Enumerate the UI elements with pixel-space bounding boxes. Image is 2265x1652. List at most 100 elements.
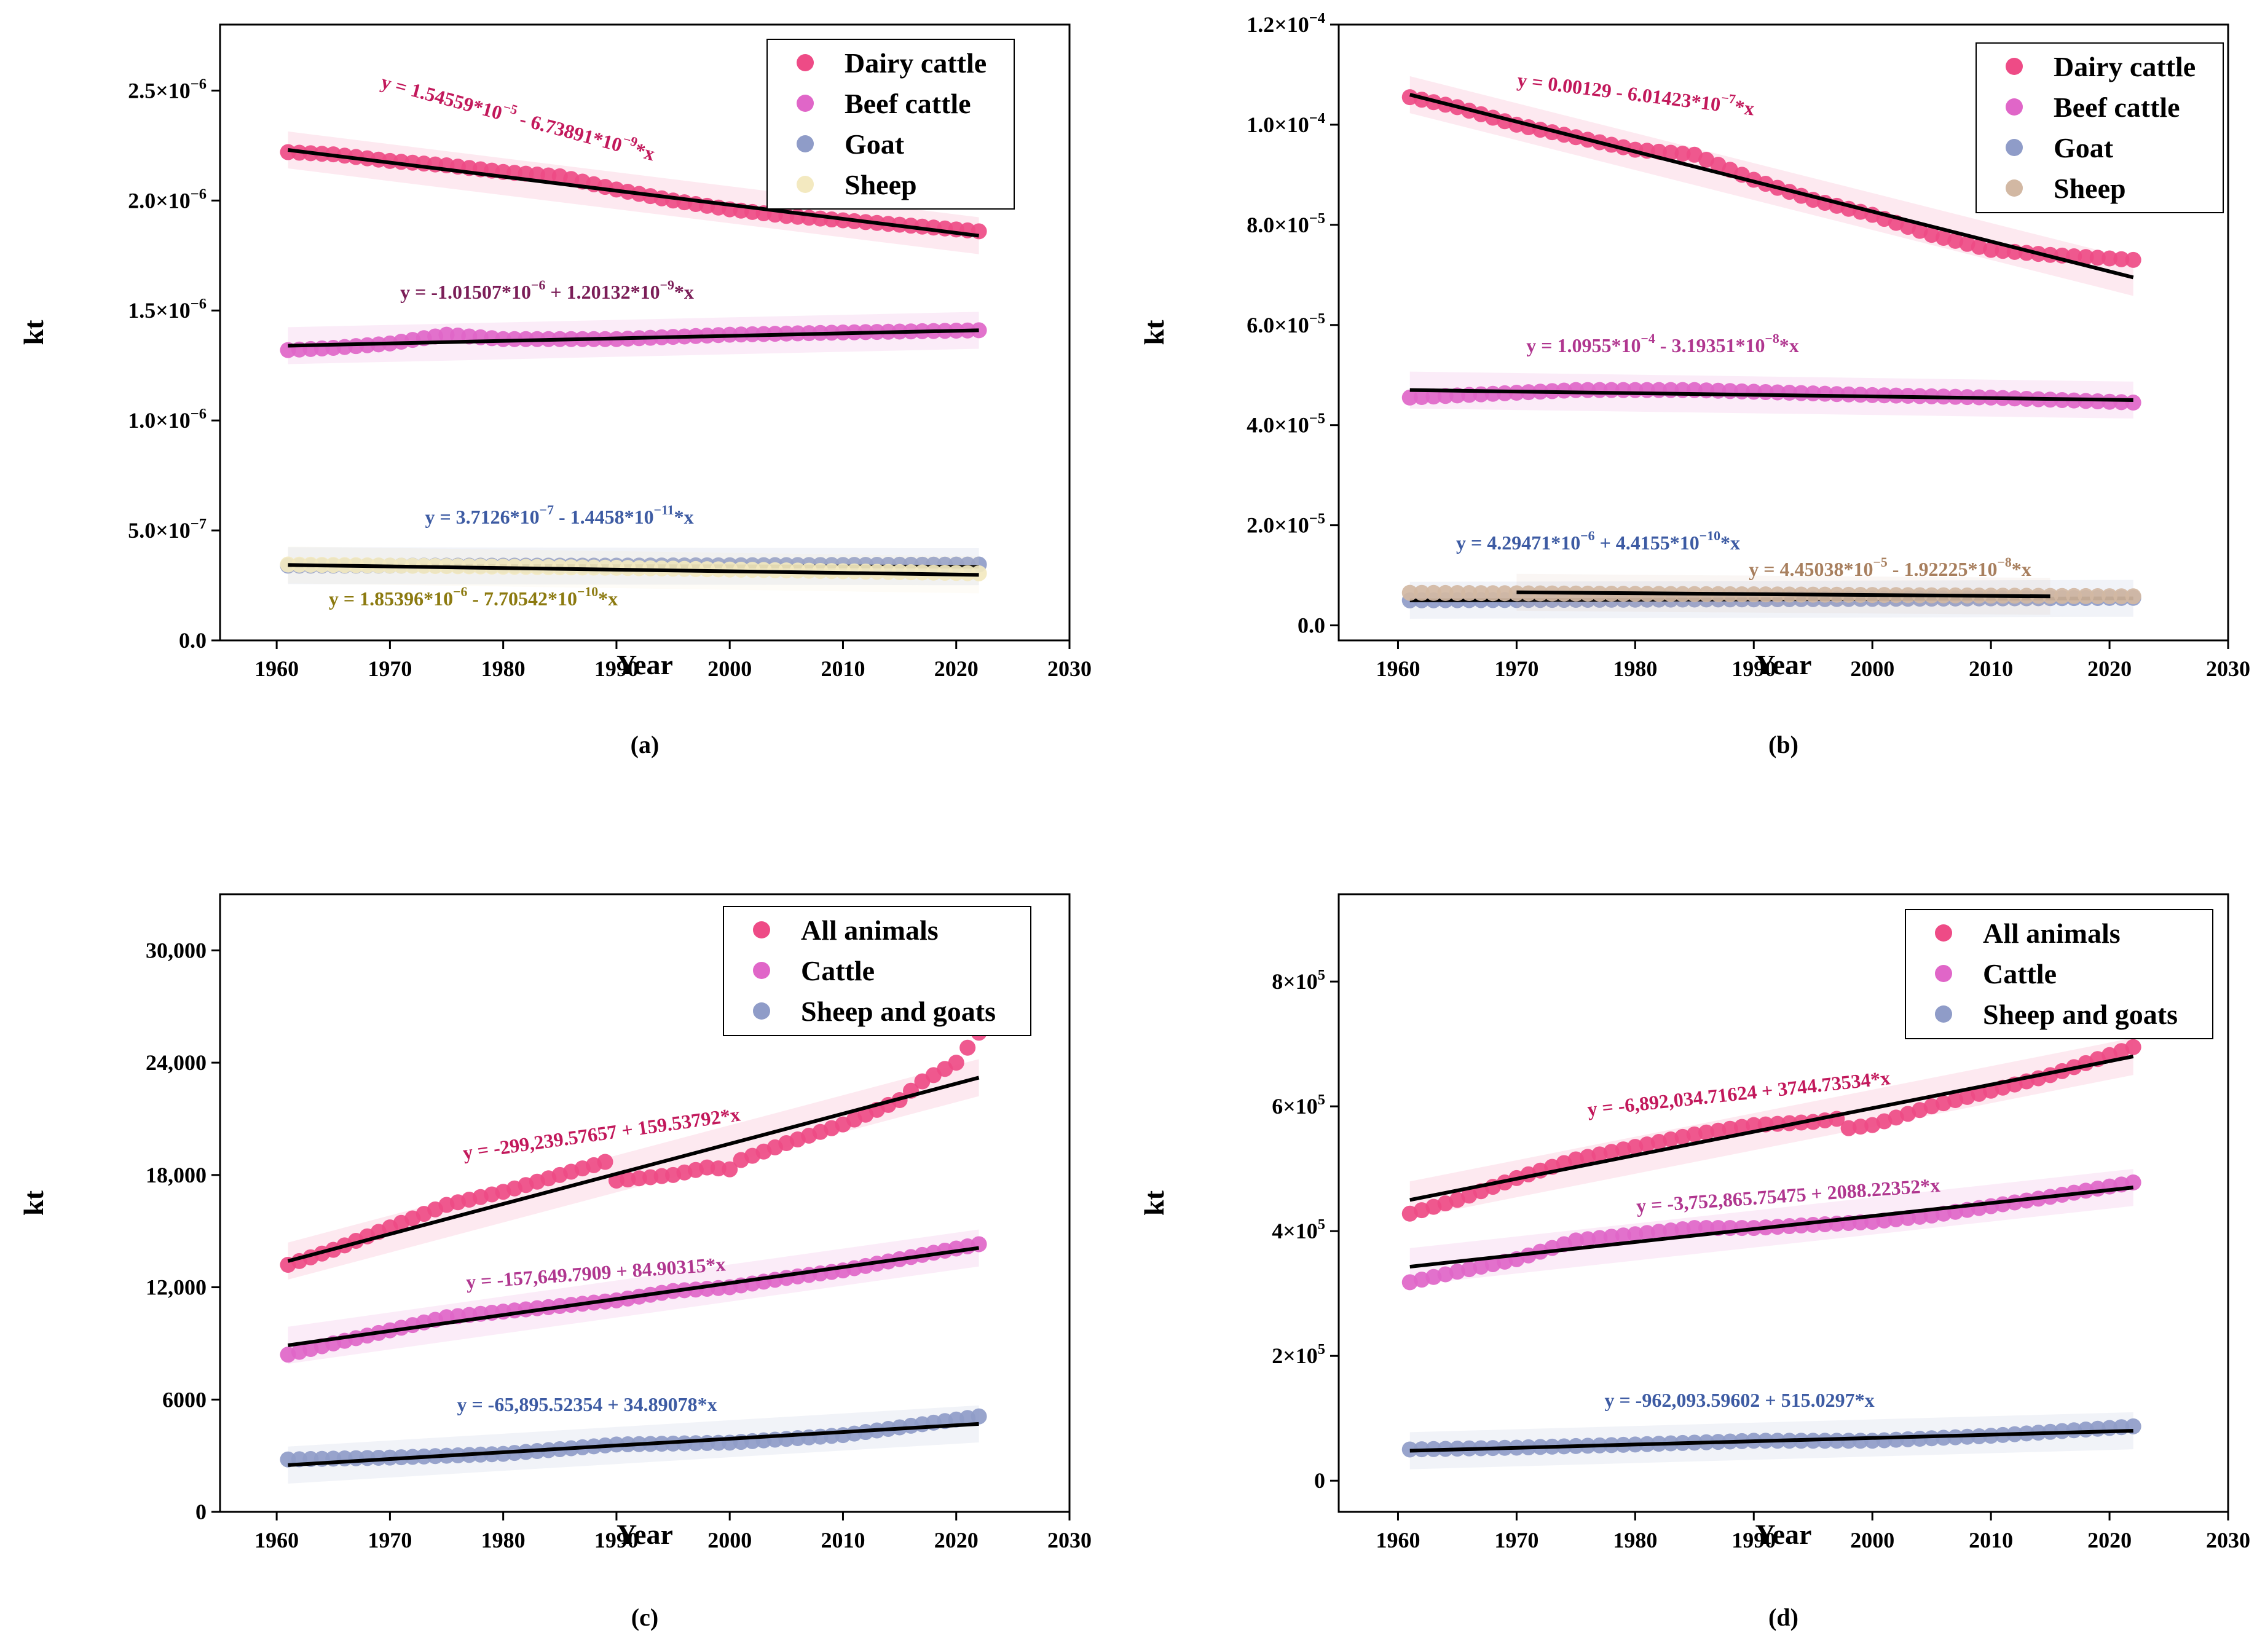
data-point (1473, 1259, 1489, 1275)
plot-area (280, 1025, 987, 1484)
legend: All animals Cattle Sheep and goats (723, 906, 1031, 1036)
text-run: 0.0 (1298, 613, 1325, 638)
fit-line (287, 1076, 980, 1263)
x-tick-label: 2010 (821, 1528, 865, 1552)
superscript-run: −10 (1700, 529, 1720, 543)
data-point (1829, 386, 1845, 403)
x-tick-label: 1980 (481, 1528, 526, 1552)
data-point (1425, 584, 1442, 601)
x-tick-label: 2020 (2087, 1528, 2132, 1552)
x-tick-label: 2020 (2087, 656, 2132, 681)
y-tick-label: 1.0×10−4​ (1247, 110, 1325, 137)
data-point (2102, 588, 2118, 605)
y-axis-title: kt (18, 320, 49, 345)
superscript-run: −7 (540, 503, 554, 517)
data-point (1497, 585, 1513, 602)
x-tick-label: 1990 (1731, 656, 1776, 681)
fit-line (288, 1422, 979, 1467)
fit-equation-sheep: y = 1.85396*10−6​ - 7.70542*10−10​*x (329, 584, 618, 610)
panel-c: 1960 1970 1980 1990 2000 2010 2020 2030 0 6000 12,… (18, 893, 1092, 1631)
superscript-run: −6 (191, 186, 207, 202)
y-tick-label: 5.0×10−7​ (128, 516, 207, 543)
fit-line (1409, 1054, 2134, 1202)
data-point (2125, 251, 2141, 268)
data-point (1923, 1430, 1940, 1447)
data-point (2089, 250, 2106, 266)
series-sheep (1401, 573, 2141, 615)
text-run: 24,000 (146, 1050, 207, 1075)
fit-line (288, 328, 979, 348)
text-run: 6.0×10 (1247, 313, 1309, 337)
fit-line (288, 563, 979, 577)
data-point (948, 1055, 964, 1071)
panel-label: (a) (631, 731, 660, 758)
text-run: 0 (195, 1500, 207, 1524)
plot-area (280, 131, 987, 594)
panel-b: 1960 1970 1980 1990 2000 2010 2020 2030 0.0 2.0×1… (1138, 10, 2250, 758)
text-run: 0 (1314, 1468, 1325, 1493)
panel-label: (b) (1768, 731, 1798, 758)
legend-label: Beef cattle (845, 88, 971, 119)
data-point (1615, 1227, 1632, 1244)
y-tick-label: 30,000 (146, 938, 207, 962)
series-all-animals (280, 1025, 987, 1280)
baseline-reset: ​ (1733, 95, 1736, 117)
text-run: 1.2×10 (1247, 12, 1309, 37)
y-tick-label: 12,000 (146, 1275, 207, 1300)
text-run: *x (598, 588, 618, 610)
data-point (2066, 588, 2082, 604)
y-tick-label: 6.0×10−5​ (1247, 310, 1325, 337)
data-point (1484, 585, 1501, 602)
y-axis-title: kt (18, 1190, 49, 1216)
data-point (1449, 1264, 1465, 1280)
x-tick-label: 1960 (1376, 1528, 1420, 1552)
superscript-run: −5 (1309, 210, 1325, 227)
y-tick-label: 18,000 (146, 1163, 207, 1187)
data-point (1663, 144, 1679, 161)
data-point (2102, 393, 2118, 410)
data-point (1663, 1222, 1679, 1239)
data-point (1401, 584, 1418, 601)
y-tick-label: 0.0 (179, 628, 207, 653)
plot-frame (1337, 23, 2229, 642)
superscript-run: 5 (1318, 967, 1325, 983)
data-point (2125, 1039, 2141, 1055)
superscript-run: −10 (577, 584, 598, 599)
data-point (608, 559, 624, 576)
data-point (1437, 584, 1454, 601)
y-tick-label: 2.5×10−6​ (128, 76, 207, 103)
legend-label: Sheep and goats (1983, 999, 2178, 1030)
data-point (1639, 1225, 1655, 1241)
y-tick-label: 6000 (162, 1387, 207, 1412)
text-run: 6×10 (1272, 1094, 1318, 1119)
series-dairy-cattle (1401, 76, 2141, 296)
text-run: y = -1.01507*10 (400, 281, 531, 303)
y-tick-label: 4×105​ (1272, 1216, 1325, 1243)
text-run: y = -65,895.52354 + 34.89078*x (457, 1393, 717, 1415)
text-run: - 7.70542*10 (467, 588, 577, 610)
y-tick-label: 0.0 (1298, 613, 1325, 638)
x-tick-label: 2000 (707, 1528, 752, 1552)
series-dairy-cattle (280, 131, 987, 254)
x-tick-label: 2030 (2206, 656, 2250, 681)
data-point (1484, 1256, 1501, 1272)
data-point (722, 1161, 738, 1178)
data-point (1733, 1119, 1750, 1135)
superscript-run: −7 (191, 516, 207, 532)
y-tick-label: 8×105​ (1272, 967, 1325, 994)
fit-line (1516, 590, 2050, 599)
superscript-run: −5 (1873, 555, 1888, 570)
x-tick-label: 2000 (1850, 1528, 1894, 1552)
data-point (2125, 395, 2141, 411)
panel-label: (d) (1768, 1603, 1798, 1631)
data-point (1698, 1124, 1715, 1141)
data-point (2113, 588, 2130, 605)
text-run: *x (674, 506, 694, 528)
y-tick-label: 24,000 (146, 1050, 207, 1075)
fit-equation-goat: y = 3.7126*10−7​ - 1.4458*10−11​*x (425, 503, 693, 528)
superscript-run: 5 (1318, 1092, 1325, 1108)
x-tick-label: 1970 (368, 656, 412, 681)
plot-frame (219, 23, 1071, 642)
text-run: 1.0×10 (128, 408, 191, 433)
